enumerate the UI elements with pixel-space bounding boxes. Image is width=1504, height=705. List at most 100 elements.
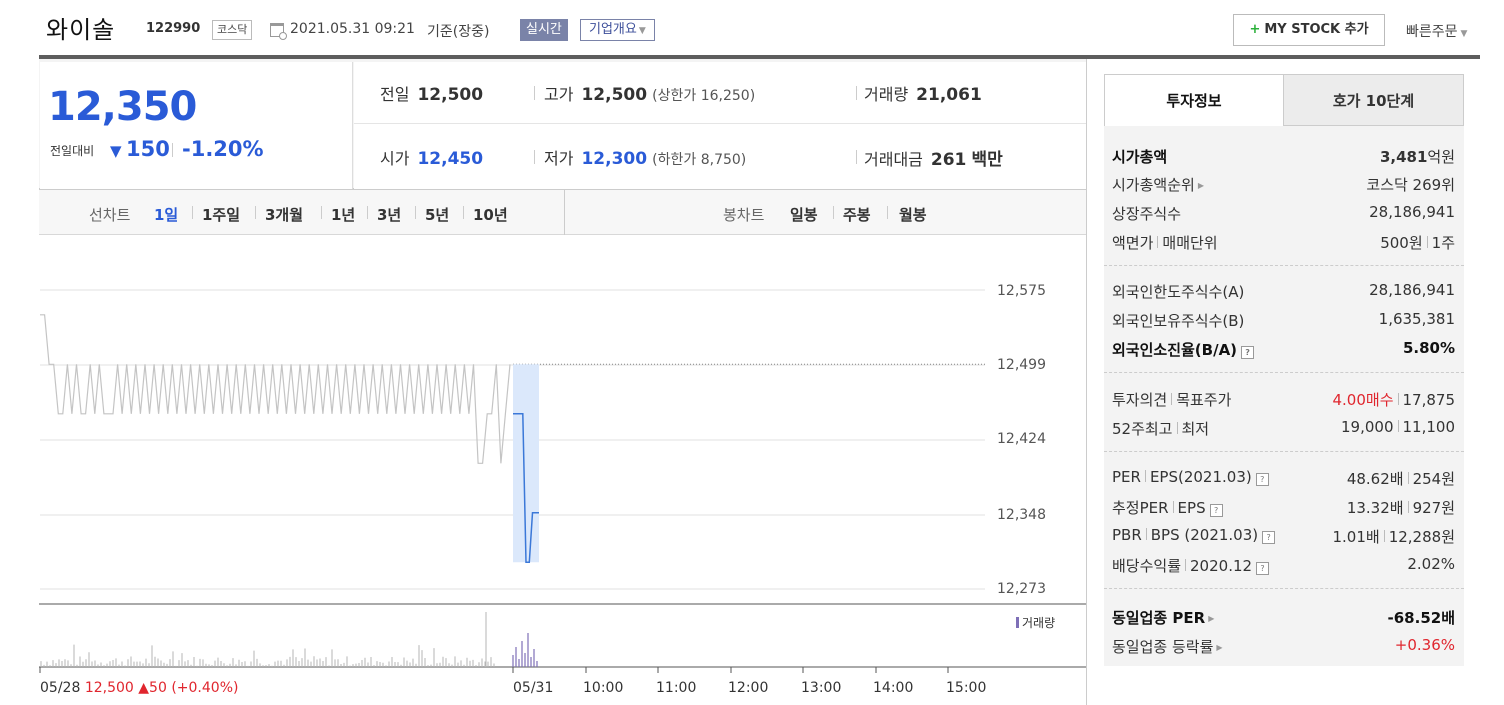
opinion-label: 투자의견 — [1112, 391, 1168, 409]
intraday-price-chart[interactable] — [0, 235, 1090, 705]
upper-limit: (상한가 16,250) — [652, 88, 756, 104]
up-triangle-icon: ▲ — [138, 680, 150, 696]
row-divider — [354, 123, 1087, 124]
market-cap-label: 시가총액 — [1112, 148, 1168, 166]
dividend-year: 2020.12 — [1190, 557, 1253, 575]
prev-day-change: 50 — [149, 680, 167, 696]
est-eps-label: EPS — [1177, 499, 1206, 517]
divider — [1176, 422, 1178, 434]
info-row: PBR BPS (2021.03)? 1.01배 12,288원 — [1112, 522, 1455, 550]
tab-1w[interactable]: 1주일 — [202, 206, 241, 224]
tab-daily[interactable]: 일봉 — [790, 206, 818, 224]
stock-name[interactable]: 와이솔 — [46, 16, 116, 44]
quick-order-dropdown[interactable]: 빠른주문 ▼ — [1406, 21, 1467, 41]
candle-chart-label: 봉차트 — [723, 206, 765, 224]
volume-legend-label: 거래량 — [1022, 616, 1056, 630]
industry-per-value: -68.52배 — [1387, 609, 1455, 627]
industry-change-value: +0.36% — [1394, 636, 1455, 654]
help-icon[interactable]: ? — [1255, 473, 1269, 486]
opinion-target-label: 투자의견 목표주가 — [1112, 389, 1231, 410]
investment-info-body: 시가총액 3,481억원 시가총액순위 ▶ 코스닥 269위 상장주식수 28,1… — [1104, 126, 1464, 666]
info-row: 액면가 매매단위 500원 1주 — [1112, 228, 1455, 256]
y-tick-label: 12,424 — [997, 431, 1046, 447]
tab-monthly[interactable]: 월봉 — [899, 206, 927, 224]
quote-datetime: 2021.05.31 09:21 — [290, 21, 415, 37]
realtime-badge[interactable]: 실시간 — [520, 19, 568, 41]
prev-close-value: 12,500 — [417, 85, 484, 105]
week52-low-value: 11,100 — [1402, 418, 1456, 436]
investment-info-panel: 투자정보 호가 10단계 시가총액 3,481억원 시가총액순위 ▶ 코스닥 26… — [1104, 74, 1464, 705]
section-divider — [1104, 372, 1464, 373]
tab-group-divider — [564, 190, 565, 235]
tab-5y[interactable]: 5년 — [425, 206, 450, 224]
help-icon[interactable]: ? — [1256, 562, 1270, 575]
divider — [856, 150, 857, 164]
help-icon[interactable]: ? — [1262, 531, 1276, 544]
chevron-down-icon: ▼ — [638, 26, 646, 36]
divider — [172, 143, 173, 157]
open-value: 12,450 — [417, 149, 484, 169]
tab-1d[interactable]: 1일 — [154, 206, 179, 224]
info-row[interactable]: 시가총액순위 ▶ 코스닥 269위 — [1112, 170, 1455, 198]
down-triangle-icon: ▼ — [110, 142, 122, 160]
chart-type-tabs: 선차트 1일 1주일 3개월 1년 3년 5년 10년 봉차트 일봉 주봉 월봉 — [39, 189, 1087, 235]
market-cap-rank-text: 시가총액순위 — [1112, 176, 1195, 194]
info-row[interactable]: 동일업종 등락률 ▶ +0.36% — [1112, 632, 1455, 660]
market-cap-unit: 억원 — [1427, 148, 1455, 166]
high-cell: 고가 12,500 (상한가 16,250) — [544, 81, 755, 105]
stock-code: 122990 — [146, 21, 201, 36]
est-per-value: 13.32배 — [1346, 499, 1404, 517]
tab-10y[interactable]: 10년 — [473, 206, 508, 224]
unit-label: 매매단위 — [1162, 234, 1218, 252]
y-tick-label: 12,575 — [997, 283, 1046, 299]
tab-investment-info[interactable]: 투자정보 — [1104, 74, 1284, 126]
info-row: 외국인보유주식수(B) 1,635,381 — [1112, 306, 1455, 334]
amount-unit: 백만 — [971, 150, 1003, 170]
divider — [1407, 472, 1409, 484]
add-my-stock-label: MY STOCK 추가 — [1264, 22, 1369, 37]
market-cap-value: 3,481억원 — [1380, 146, 1455, 167]
market-badge: 코스닥 — [212, 20, 253, 40]
amount-value: 261 — [930, 150, 967, 170]
add-my-stock-button[interactable]: + MY STOCK 추가 — [1233, 14, 1385, 46]
bps-label: BPS (2021.03) — [1150, 526, 1259, 544]
help-icon[interactable]: ? — [1209, 504, 1223, 517]
divider — [367, 206, 368, 219]
est-eps-value: 927원 — [1412, 499, 1455, 517]
tab-3y[interactable]: 3년 — [377, 206, 402, 224]
prev-day-close: 12,500 — [84, 680, 134, 696]
tab-weekly[interactable]: 주봉 — [843, 206, 871, 224]
industry-per-label[interactable]: 동일업종 PER ▶ — [1112, 607, 1214, 628]
volume-legend: 거래량 — [1016, 614, 1055, 631]
current-price-panel: 12,350 전일대비 ▼ 150 -1.20% — [40, 62, 353, 189]
divider — [1407, 501, 1409, 513]
divider — [321, 206, 322, 219]
calendar-icon — [270, 23, 287, 40]
market-cap-rank-label[interactable]: 시가총액순위 ▶ — [1112, 174, 1204, 195]
section-divider — [1104, 451, 1464, 452]
industry-change-label[interactable]: 동일업종 등락률 ▶ — [1112, 636, 1223, 657]
prev-day-summary: 05/28 12,500 ▲50 (+0.40%) — [40, 680, 238, 696]
help-icon[interactable]: ? — [1241, 346, 1255, 359]
info-row: 배당수익률 2020.12? 2.02% — [1112, 551, 1455, 579]
tab-1y[interactable]: 1년 — [331, 206, 356, 224]
info-row: 시가총액 3,481억원 — [1112, 142, 1455, 170]
divider — [1383, 530, 1385, 542]
tab-orderbook-10[interactable]: 호가 10단계 — [1283, 74, 1464, 126]
chart-series — [40, 314, 539, 564]
divider — [856, 86, 857, 100]
divider — [534, 86, 535, 100]
par-label: 액면가 — [1112, 234, 1154, 252]
divider — [1144, 470, 1146, 482]
x-tick-label: 12:00 — [728, 680, 769, 696]
info-row[interactable]: 동일업종 PER ▶ -68.52배 — [1112, 603, 1455, 631]
per-label: PER — [1112, 468, 1141, 486]
company-overview-dropdown[interactable]: 기업개요 ▼ — [580, 19, 655, 41]
est-per-eps-label: 추정PER EPS? — [1112, 497, 1223, 518]
lower-limit: (하한가 8,750) — [652, 152, 747, 168]
tab-3m[interactable]: 3개월 — [265, 206, 304, 224]
prev-day-line — [40, 314, 511, 464]
market-status: 기준(장중) — [427, 24, 490, 40]
quick-order-label: 빠른주문 — [1406, 24, 1458, 40]
divider — [1397, 393, 1399, 405]
